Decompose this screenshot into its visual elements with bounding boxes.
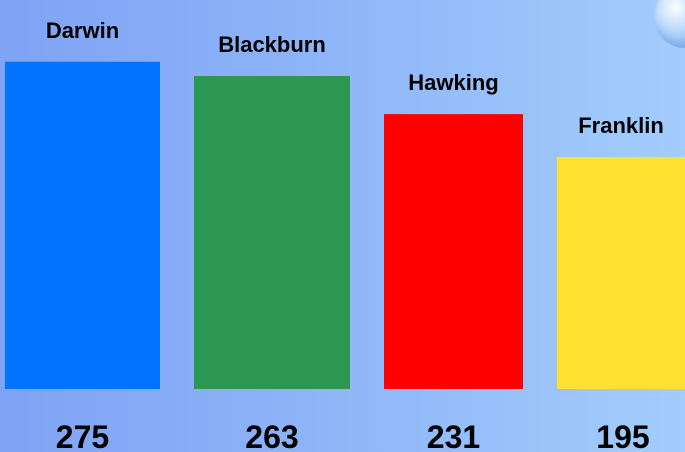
category-label-hawking: Hawking [408,70,498,95]
value-label-blackburn: 263 [245,419,298,452]
category-label-franklin: Franklin [578,113,664,138]
category-label-blackburn: Blackburn [218,32,326,57]
value-label-hawking: 231 [427,419,480,452]
bar-hawking [384,114,523,390]
bar-blackburn [194,76,350,389]
bar-franklin [557,156,685,389]
bar-darwin [5,61,160,389]
value-label-darwin: 275 [56,419,109,452]
value-label-franklin: 195 [596,419,649,452]
category-label-darwin: Darwin [46,18,119,43]
